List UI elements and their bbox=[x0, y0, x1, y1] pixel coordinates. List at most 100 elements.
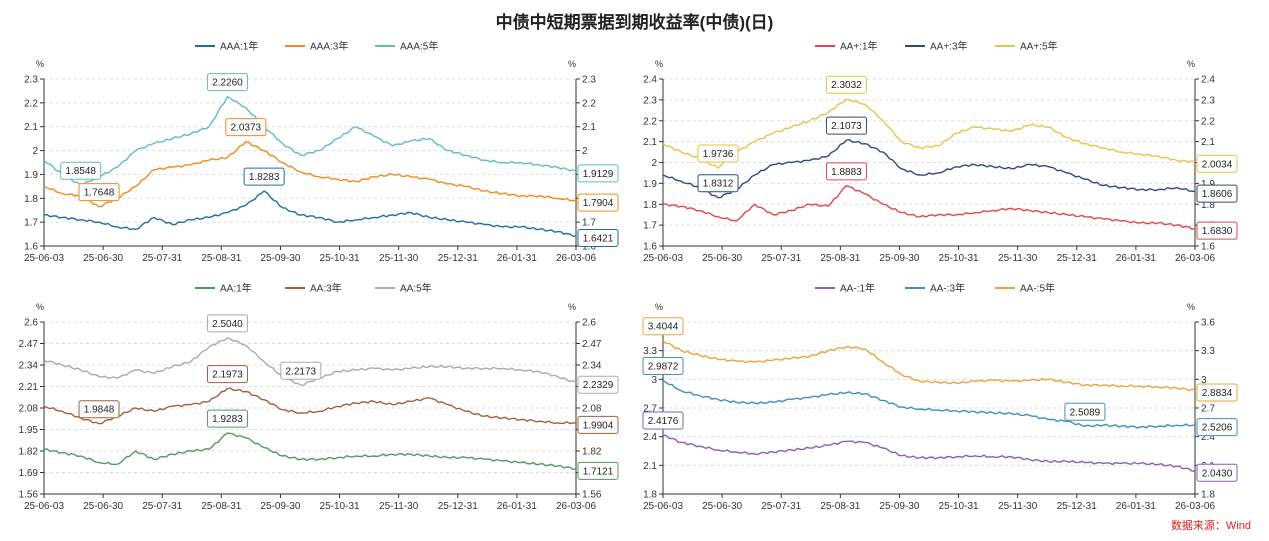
x-tick-label: 26-01-31 bbox=[1116, 253, 1156, 264]
data-label: 1.9904 bbox=[577, 415, 619, 434]
y-unit-right: % bbox=[568, 59, 576, 69]
y-tick-label-left: 1.82 bbox=[19, 447, 39, 458]
y-tick-label-right: 2.3 bbox=[1201, 95, 1215, 106]
series-line bbox=[662, 340, 1196, 392]
data-label-box bbox=[206, 73, 248, 92]
x-tick-label: 25-08-31 bbox=[820, 501, 860, 512]
y-tick-label-left: 1.69 bbox=[19, 468, 39, 479]
y-tick-label-right: 1.9 bbox=[1201, 179, 1215, 190]
y-tick-label-left: 3 bbox=[651, 375, 657, 386]
data-label-box bbox=[1196, 463, 1238, 482]
x-tick-label: 25-07-31 bbox=[761, 501, 801, 512]
data-label-box bbox=[280, 361, 322, 380]
y-tick-label-left: 1.56 bbox=[19, 490, 39, 501]
chart-panel-3: %%1.561.561.691.691.821.821.951.952.082.… bbox=[19, 282, 619, 512]
y-tick-label-left: 2.2 bbox=[643, 116, 657, 127]
data-label-text: 2.0034 bbox=[1202, 159, 1233, 170]
series-line bbox=[662, 380, 1196, 429]
data-label-box bbox=[577, 375, 619, 394]
data-label-text: 2.5040 bbox=[212, 319, 243, 330]
data-label: 1.7121 bbox=[577, 461, 619, 480]
data-label-box bbox=[577, 164, 619, 183]
y-tick-label-left: 1.95 bbox=[19, 425, 39, 436]
data-label-box bbox=[642, 317, 684, 336]
data-label-box bbox=[577, 193, 619, 212]
data-label-text: 2.1973 bbox=[212, 370, 243, 381]
legend-item: AA+:3年 bbox=[905, 40, 968, 53]
y-tick-label-left: 2.3 bbox=[24, 75, 38, 86]
data-label: 1.9283 bbox=[206, 409, 248, 428]
y-tick-label-left: 2.47 bbox=[19, 339, 39, 350]
series-line bbox=[662, 434, 1196, 472]
x-tick-label: 25-06-30 bbox=[83, 501, 123, 512]
data-label: 2.5206 bbox=[1196, 418, 1238, 437]
x-tick-label: 25-11-30 bbox=[379, 253, 419, 264]
data-label-box bbox=[577, 461, 619, 480]
data-label: 2.1073 bbox=[825, 116, 867, 135]
x-tick-label: 25-11-30 bbox=[379, 501, 419, 512]
data-label: 2.5040 bbox=[206, 314, 248, 333]
data-label-text: 1.8283 bbox=[249, 172, 280, 183]
data-label-box bbox=[1064, 402, 1106, 421]
x-tick-label: 25-12-31 bbox=[438, 501, 478, 512]
data-label-box bbox=[206, 314, 248, 333]
data-label: 1.6421 bbox=[577, 228, 619, 247]
legend-label: AA-:5年 bbox=[1020, 282, 1055, 295]
source-note: 数据来源：Wind bbox=[1170, 520, 1251, 532]
y-tick-label-right: 2.4 bbox=[1201, 75, 1215, 86]
x-tick-label: 25-06-30 bbox=[702, 253, 742, 264]
legend-item: AA-:3年 bbox=[905, 282, 965, 295]
data-label-text: 2.4176 bbox=[648, 416, 679, 427]
data-label: 2.2173 bbox=[280, 361, 322, 380]
y-tick-label-left: 2.3 bbox=[643, 95, 657, 106]
data-label: 2.9872 bbox=[642, 357, 684, 376]
y-tick-label-left: 2 bbox=[32, 146, 38, 157]
y-tick-label-right: 2.08 bbox=[582, 404, 602, 415]
y-tick-label-right: 3.3 bbox=[1201, 346, 1215, 357]
y-tick-label-left: 2.4 bbox=[643, 75, 657, 86]
y-tick-label-left: 1.9 bbox=[24, 170, 38, 181]
x-tick-label: 25-09-30 bbox=[879, 253, 919, 264]
y-tick-label-left: 1.7 bbox=[24, 218, 38, 229]
x-tick-label: 25-10-31 bbox=[939, 501, 979, 512]
y-tick-label-right: 2.7 bbox=[1201, 404, 1215, 415]
x-tick-label: 25-12-31 bbox=[1057, 253, 1097, 264]
legend-item: AA+:1年 bbox=[815, 40, 878, 53]
data-label: 1.7904 bbox=[577, 193, 619, 212]
y-unit-right: % bbox=[1187, 302, 1195, 312]
data-label: 2.8834 bbox=[1196, 383, 1238, 402]
y-tick-label-left: 2.08 bbox=[19, 404, 39, 415]
series-line bbox=[43, 95, 577, 186]
y-tick-label-left: 2.6 bbox=[24, 318, 38, 329]
legend-label: AA-:3年 bbox=[930, 282, 965, 295]
y-tick-label-right: 1.56 bbox=[582, 490, 602, 501]
data-label-text: 1.8548 bbox=[65, 166, 96, 177]
data-label-text: 2.2173 bbox=[286, 366, 317, 377]
x-tick-label: 26-01-31 bbox=[497, 501, 537, 512]
data-label-box bbox=[577, 228, 619, 247]
data-label-box bbox=[78, 400, 120, 419]
data-label: 2.0373 bbox=[225, 118, 267, 137]
data-label-box bbox=[1196, 221, 1238, 240]
data-label-text: 2.2260 bbox=[212, 78, 243, 89]
data-label: 1.8283 bbox=[243, 167, 285, 186]
data-label-text: 1.8606 bbox=[1202, 189, 1233, 200]
y-unit-left: % bbox=[655, 59, 663, 69]
data-label-text: 1.6830 bbox=[1202, 226, 1233, 237]
x-tick-label: 26-01-31 bbox=[497, 253, 537, 264]
x-tick-label: 25-12-31 bbox=[438, 253, 478, 264]
data-label-box bbox=[642, 357, 684, 376]
data-label-text: 2.3032 bbox=[831, 80, 862, 91]
data-label-text: 1.7121 bbox=[583, 466, 614, 477]
y-tick-label-right: 2.34 bbox=[582, 361, 602, 372]
data-label-box bbox=[697, 144, 739, 163]
data-label: 2.1973 bbox=[206, 365, 248, 384]
data-label-text: 2.0430 bbox=[1202, 468, 1233, 479]
y-tick-label-left: 2.21 bbox=[19, 382, 39, 393]
legend-item: AA:5年 bbox=[375, 282, 432, 295]
data-label-box bbox=[243, 167, 285, 186]
data-label: 2.5089 bbox=[1064, 402, 1106, 421]
x-tick-label: 25-07-31 bbox=[761, 253, 801, 264]
x-tick-label: 25-06-30 bbox=[83, 253, 123, 264]
y-tick-label-right: 2.2 bbox=[582, 98, 596, 109]
